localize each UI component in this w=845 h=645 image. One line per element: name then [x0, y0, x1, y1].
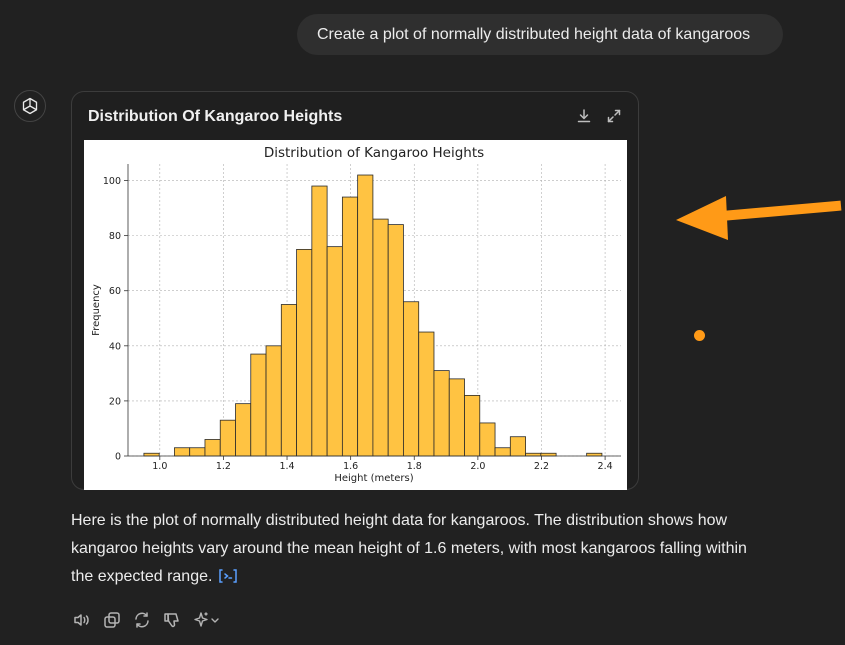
y-tick-label: 60	[109, 286, 121, 297]
histogram-svg: Distribution of Kangaroo Heights Height …	[91, 145, 621, 484]
histogram-bar	[219, 419, 236, 457]
user-message-bubble: Create a plot of normally distributed he…	[297, 14, 783, 55]
x-tick-label: 1.0	[152, 461, 167, 472]
x-tick-label: 2.0	[470, 461, 485, 472]
expand-icon	[607, 109, 621, 123]
download-icon	[577, 109, 591, 123]
histogram-bar	[280, 304, 297, 457]
y-axis-label: Frequency	[91, 284, 102, 336]
histogram-bar	[418, 331, 435, 457]
download-button[interactable]	[574, 106, 594, 126]
histogram-bar	[586, 452, 603, 457]
histogram-bar	[174, 447, 191, 457]
histogram-bar	[189, 447, 206, 457]
histogram-bar	[357, 174, 374, 457]
x-tick-label: 1.6	[343, 461, 358, 472]
histogram-bar	[265, 345, 282, 457]
histogram-bar	[235, 403, 252, 457]
histogram-bar	[403, 301, 420, 457]
histogram-bar	[448, 378, 465, 457]
copy-button[interactable]	[102, 610, 122, 630]
x-axis-label: Height (meters)	[334, 473, 413, 484]
read-aloud-button[interactable]	[72, 610, 92, 630]
histogram-bar	[509, 436, 526, 457]
y-tick-label: 80	[109, 231, 121, 242]
regenerate-button[interactable]	[132, 610, 152, 630]
assistant-message-text: Here is the plot of normally distributed…	[71, 512, 747, 585]
y-tick-label: 0	[115, 452, 121, 463]
chart-title: Distribution of Kangaroo Heights	[264, 145, 484, 161]
expand-button[interactable]	[604, 106, 624, 126]
x-tick-label: 2.2	[534, 461, 549, 472]
histogram-bar	[250, 353, 267, 457]
y-tick-label: 100	[103, 176, 121, 187]
histogram-bar	[479, 422, 496, 457]
code-citation-icon[interactable]	[218, 566, 238, 594]
histogram-bar	[525, 452, 542, 457]
thumbs-down-icon	[164, 613, 179, 628]
y-tick-label: 20	[109, 396, 121, 407]
assistant-avatar	[14, 90, 46, 122]
histogram-chart: Distribution of Kangaroo Heights Height …	[84, 140, 627, 490]
read-aloud-icon	[74, 614, 89, 626]
y-tick-label: 40	[109, 341, 121, 352]
regenerate-icon	[135, 612, 149, 628]
histogram-bar	[296, 248, 313, 457]
histogram-bar	[204, 439, 221, 457]
histogram-bar	[341, 196, 359, 457]
thumbs-down-button[interactable]	[162, 610, 182, 630]
sparkle-model-icon	[194, 612, 219, 627]
histogram-bar	[326, 246, 343, 457]
histogram-bar	[540, 452, 557, 457]
histogram-bar	[494, 447, 511, 457]
model-switch-button[interactable]	[192, 610, 222, 630]
user-message-text: Create a plot of normally distributed he…	[317, 26, 751, 43]
histogram-bar	[387, 224, 404, 457]
copy-icon	[104, 612, 120, 628]
x-tick-label: 1.8	[407, 461, 422, 472]
x-tick-label: 1.4	[279, 461, 294, 472]
chart-card-title: Distribution Of Kangaroo Heights	[88, 108, 343, 125]
annotation-arrow-icon	[676, 196, 842, 240]
x-tick-label: 1.2	[216, 461, 231, 472]
histogram-bar	[311, 185, 328, 457]
histogram-bar	[464, 394, 481, 457]
openai-logo-icon	[22, 97, 38, 115]
annotation-dot	[694, 330, 705, 341]
histogram-bar	[143, 452, 160, 457]
assistant-message: Here is the plot of normally distributed…	[71, 507, 771, 594]
histogram-bar	[372, 218, 389, 457]
x-tick-label: 2.4	[598, 461, 613, 472]
histogram-bar	[433, 370, 450, 457]
